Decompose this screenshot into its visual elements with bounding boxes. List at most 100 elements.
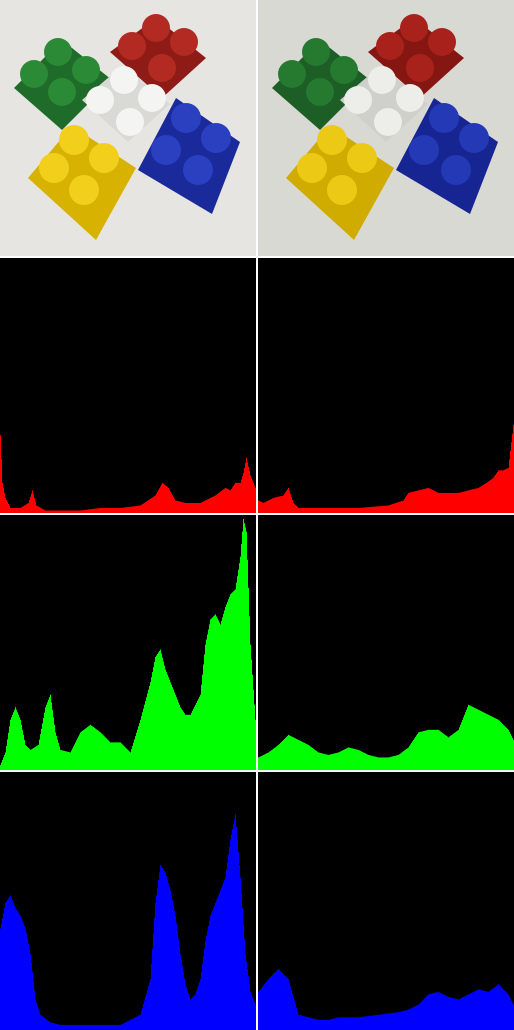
histogram-bar: [31, 962, 32, 1030]
histogram-bar: [240, 877, 241, 1030]
histogram-bar: [283, 495, 284, 513]
histogram-bar: [428, 729, 429, 770]
histogram-bar: [267, 752, 268, 770]
histogram-bar: [333, 1018, 334, 1030]
histogram-bar: [141, 1011, 142, 1030]
histogram-bar: [116, 507, 117, 513]
histogram-bar: [112, 742, 113, 770]
histogram-bar: [478, 709, 479, 770]
histogram-bar: [248, 588, 249, 770]
histogram-bar: [242, 908, 243, 1030]
histogram-bar: [291, 496, 292, 513]
histogram-bar: [65, 751, 66, 770]
histogram-bar: [24, 925, 25, 1030]
histogram-bar: [388, 505, 389, 513]
histogram-bar: [148, 500, 149, 513]
histogram-bar: [101, 507, 102, 513]
histogram-bar: [477, 709, 478, 770]
histogram-bar: [108, 740, 109, 770]
histogram-bar: [263, 502, 264, 513]
histogram-bar: [273, 974, 274, 1030]
histogram-bar: [43, 1017, 44, 1030]
histogram-bar: [349, 747, 350, 770]
histogram-bar: [351, 507, 352, 513]
histogram-bar: [329, 507, 330, 513]
histogram-bar: [370, 755, 371, 770]
histogram-bar: [117, 507, 118, 513]
histogram-bar: [106, 738, 107, 770]
histogram-bar: [22, 729, 23, 770]
histogram-bar: [59, 510, 60, 513]
histogram-bar: [438, 729, 439, 770]
histogram-bar: [79, 1024, 80, 1030]
histogram-bar: [293, 502, 294, 513]
histogram-bar: [291, 989, 292, 1030]
histogram-bar: [423, 489, 424, 513]
histogram-bar: [294, 503, 295, 513]
histogram-bar: [452, 492, 453, 513]
histogram-bar: [508, 467, 509, 513]
histogram-bar: [128, 1020, 129, 1030]
histogram-bar: [299, 507, 300, 513]
histogram-bar: [16, 709, 17, 770]
histogram-bar: [259, 500, 260, 513]
histogram-bar: [241, 544, 242, 770]
histogram-bar: [512, 1002, 513, 1030]
histogram-bar: [226, 604, 227, 770]
histogram-bar: [470, 705, 471, 770]
histogram-bar: [310, 507, 311, 513]
histogram-bar: [326, 507, 327, 513]
histogram-bar: [123, 745, 124, 770]
histogram-bar: [84, 729, 85, 770]
histogram-bar: [399, 501, 400, 513]
histogram-bar: [464, 714, 465, 770]
histogram-bar: [473, 991, 474, 1030]
histogram-bar: [288, 734, 289, 770]
histogram-bar: [42, 508, 43, 513]
histogram-bar: [10, 719, 11, 770]
histogram-bar: [502, 723, 503, 770]
histogram-bars: [258, 969, 514, 1030]
histogram-bar: [49, 510, 50, 513]
histogram-bar: [386, 1013, 387, 1030]
histogram-bar: [504, 469, 505, 513]
histogram-bar: [454, 732, 455, 770]
histogram-bar: [74, 510, 75, 513]
histogram-bar: [22, 506, 23, 513]
histogram-bar: [176, 923, 177, 1030]
histogram-bar: [222, 490, 223, 513]
histogram-bar: [229, 847, 230, 1030]
histogram-bar: [17, 507, 18, 513]
histogram-bar: [268, 979, 269, 1030]
histogram-bar: [386, 505, 387, 513]
histogram-bar: [354, 748, 355, 770]
histogram-bar: [347, 1017, 348, 1030]
histogram-bar: [349, 1017, 350, 1030]
histogram-bar: [135, 1017, 136, 1030]
histogram-bar: [204, 500, 205, 513]
histogram-bar: [335, 753, 336, 770]
histogram-bar: [3, 913, 4, 1030]
histogram-bar: [198, 502, 199, 513]
histogram-bar: [106, 1024, 107, 1030]
histogram-bar: [264, 502, 265, 513]
histogram-bar: [87, 727, 88, 770]
histogram-bar: [240, 482, 241, 513]
histogram-bar: [283, 739, 284, 770]
histogram-bar: [360, 750, 361, 770]
histogram-bar: [298, 1014, 299, 1030]
histogram-bar: [488, 481, 489, 513]
histogram-bar: [302, 1015, 303, 1030]
histogram-bar: [267, 980, 268, 1030]
histogram-bar: [494, 476, 495, 513]
histogram-bar: [404, 498, 405, 513]
histogram-bar: [26, 933, 27, 1030]
histogram-bar: [41, 508, 42, 513]
histogram-bar: [114, 742, 115, 770]
histogram-bar: [136, 1016, 137, 1030]
histogram-bar: [348, 1017, 349, 1030]
histogram-bar: [373, 506, 374, 513]
histogram-bar: [243, 472, 244, 513]
histogram-bar: [37, 745, 38, 770]
histogram-bar: [25, 744, 26, 770]
